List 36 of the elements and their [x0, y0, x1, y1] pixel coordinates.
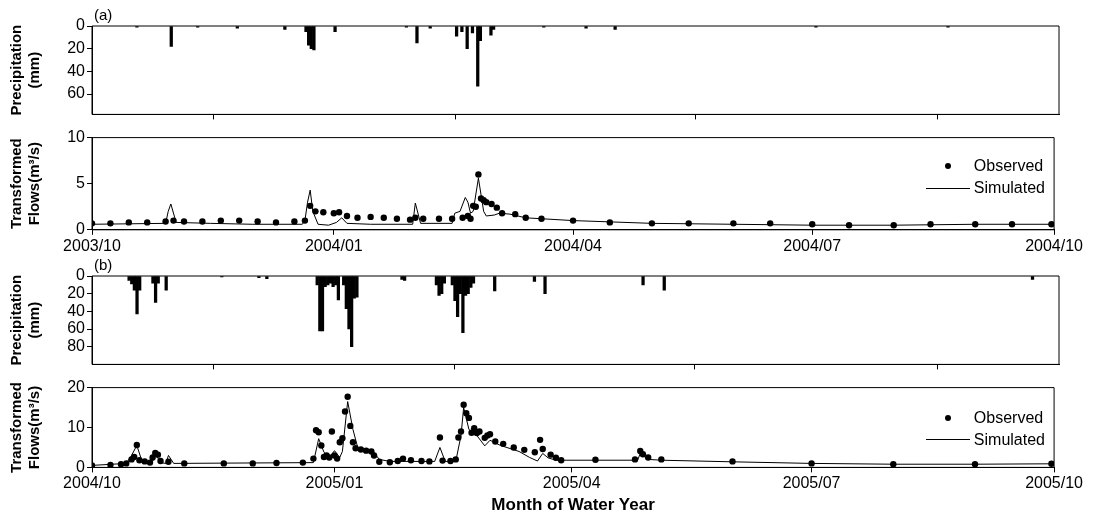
- x-tick-label: 2004/07: [783, 236, 842, 254]
- x-tick-label: 2004/01: [304, 236, 363, 254]
- y-axis-title: Transformed Flows(m³/s): [7, 138, 43, 230]
- y-tick-label: 0: [76, 457, 86, 475]
- y-axis-title: Precipitation (mm): [7, 24, 43, 116]
- y-tick-label: 5: [76, 174, 86, 192]
- y-tick-label: 40: [67, 301, 86, 319]
- y-tick-label: 20: [67, 39, 86, 57]
- y-tick-label: 20: [67, 284, 86, 302]
- x-tick-label: 2005/04: [542, 474, 601, 492]
- y-tick-label: 0: [76, 16, 86, 34]
- legend-label: Observed: [973, 157, 1044, 176]
- y-axis-title: Precipitation (mm): [7, 274, 43, 366]
- y-tick-label: 10: [67, 417, 86, 435]
- x-tick-label: 2005/10: [1025, 474, 1084, 492]
- x-tick-label: 2003/10: [63, 236, 122, 254]
- chart-title: (b): [94, 255, 113, 273]
- y-tick-label: 20: [67, 378, 86, 396]
- x-tick-label: 2004/10: [1025, 236, 1084, 254]
- legend-label: Observed: [973, 408, 1044, 427]
- y-tick-label: 40: [67, 61, 86, 79]
- y-tick-label: 60: [67, 319, 86, 337]
- legend-label: Simulated: [973, 179, 1045, 198]
- x-tick-label: 2005/01: [305, 474, 364, 492]
- y-tick-label: 60: [67, 84, 86, 102]
- y-tick-label: 80: [67, 337, 86, 355]
- x-axis-title: Month of Water Year: [491, 495, 656, 515]
- y-tick-label: 0: [76, 266, 86, 284]
- x-tick-label: 2004/04: [544, 236, 603, 254]
- y-tick-label: 10: [67, 128, 86, 146]
- legend-label: Simulated: [973, 430, 1045, 449]
- x-tick-label: 2005/07: [782, 474, 841, 492]
- y-axis-title: Transformed Flows(m³/s): [7, 382, 43, 473]
- x-tick-label: 2004/10: [63, 474, 122, 492]
- chart-title: (a): [94, 5, 113, 23]
- y-tick-label: 0: [76, 220, 86, 238]
